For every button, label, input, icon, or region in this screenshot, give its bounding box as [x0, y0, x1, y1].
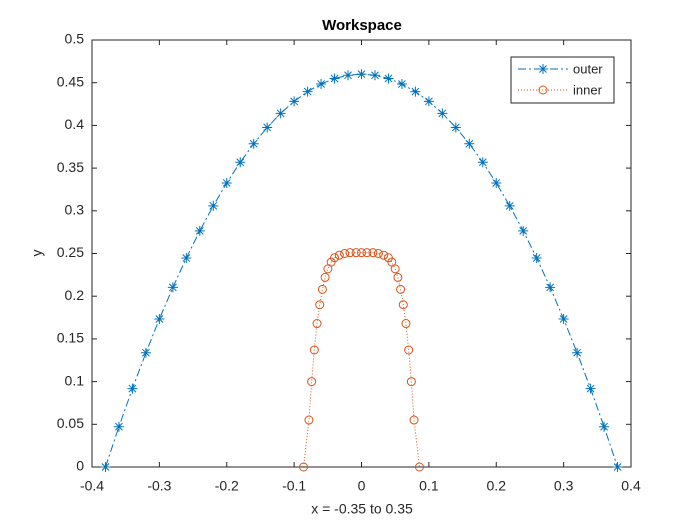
y-tick-label: 0.1 [65, 372, 85, 388]
y-tick-label: 0.15 [57, 330, 84, 346]
x-tick-label: 0.3 [554, 478, 574, 494]
series-line [303, 252, 420, 468]
x-tick-label: -0.1 [282, 478, 306, 494]
marker-star [585, 383, 596, 394]
marker-star [572, 347, 583, 358]
marker-star [396, 78, 407, 89]
marker-star [289, 96, 300, 107]
marker-circle [538, 85, 548, 95]
marker-circle [307, 377, 317, 387]
marker-circle [396, 284, 406, 294]
marker-star [316, 78, 327, 89]
legend-box [510, 56, 615, 104]
y-tick-label: 0.3 [65, 202, 85, 218]
marker-star [221, 177, 232, 188]
marker-star [477, 157, 488, 168]
marker-circle [373, 249, 383, 258]
marker-star [464, 138, 475, 149]
marker-star [599, 421, 610, 432]
y-tick-label: 0.35 [57, 159, 84, 175]
marker-star [208, 200, 219, 211]
x-tick-label: 0.2 [487, 478, 507, 494]
marker-star [518, 225, 529, 236]
legend-label: inner [573, 82, 603, 97]
x-tick-label: 0.1 [419, 478, 439, 494]
marker-star [531, 253, 542, 264]
marker-star [154, 314, 165, 325]
marker-circle [398, 300, 408, 310]
x-axis-label: x = -0.35 to 0.35 [311, 501, 413, 517]
y-tick-label: 0.2 [65, 287, 85, 303]
y-tick-label: 0.4 [65, 116, 85, 132]
marker-star [410, 86, 421, 97]
x-tick-label: -0.3 [147, 478, 171, 494]
axes-box [91, 39, 632, 468]
marker-circle [330, 253, 340, 263]
marker-circle [390, 264, 400, 274]
marker-circle [351, 248, 361, 258]
marker-star [450, 122, 461, 133]
marker-star [248, 138, 259, 149]
x-tick-label: -0.4 [80, 478, 104, 494]
marker-star [538, 64, 548, 74]
marker-star [504, 200, 515, 211]
marker-circle [304, 415, 314, 425]
chart-title: Workspace [322, 17, 402, 34]
marker-star [369, 70, 380, 81]
marker-star [545, 282, 556, 293]
marker-circle [409, 415, 419, 425]
marker-star [356, 69, 367, 80]
marker-circle [404, 345, 414, 355]
marker-star [140, 347, 151, 358]
marker-star [100, 462, 111, 472]
marker-star [262, 122, 273, 133]
legend: outer inner [510, 56, 615, 104]
marker-circle [317, 284, 327, 294]
marker-circle [334, 250, 344, 260]
marker-star [383, 73, 394, 84]
marker-star [329, 73, 340, 84]
x-tick-label: -0.2 [215, 478, 239, 494]
marker-star [612, 462, 623, 472]
marker-star [235, 157, 246, 168]
marker-circle [357, 248, 366, 258]
marker-circle [320, 272, 330, 282]
marker-star [343, 70, 354, 81]
y-tick-label: 0.25 [57, 244, 84, 260]
marker-circle [393, 272, 403, 282]
y-tick-label: 0.45 [57, 73, 84, 89]
y-tick-label: 0 [76, 458, 84, 474]
y-tick-label: 0.05 [57, 415, 84, 431]
marker-circle [379, 250, 389, 260]
marker-star [423, 96, 434, 107]
marker-circle [401, 319, 411, 329]
marker-circle [368, 248, 378, 258]
marker-star [127, 383, 138, 394]
marker-star [194, 225, 205, 236]
marker-star [491, 177, 502, 188]
marker-circle [299, 462, 309, 472]
marker-star [113, 421, 124, 432]
y-axis-label: y [29, 250, 45, 257]
x-tick-label: 0 [358, 478, 366, 494]
marker-circle [340, 249, 350, 258]
marker-circle [309, 345, 319, 355]
legend-label: outer [573, 61, 603, 76]
marker-circle [414, 462, 424, 472]
marker-circle [345, 248, 355, 258]
marker-circle [406, 377, 416, 387]
marker-star [302, 86, 313, 97]
x-tick-label: 0.4 [621, 478, 641, 494]
marker-circle [315, 300, 325, 310]
marker-star [275, 108, 286, 119]
marker-star [437, 108, 448, 119]
marker-circle [312, 319, 322, 329]
marker-star [181, 253, 192, 264]
marker-star [167, 282, 178, 293]
marker-star [558, 314, 569, 325]
marker-circle [362, 248, 372, 258]
y-tick-label: 0.5 [65, 31, 85, 47]
